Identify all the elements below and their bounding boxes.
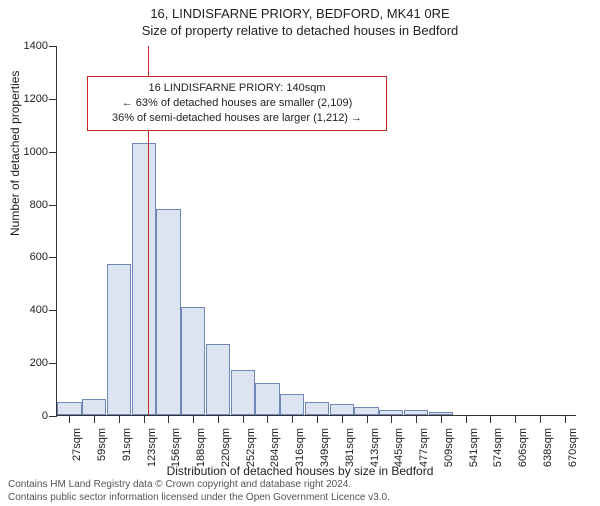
x-tick	[317, 415, 318, 423]
x-tick	[342, 415, 343, 423]
x-tick	[292, 415, 293, 423]
y-tick	[49, 416, 57, 417]
y-tick-label: 200	[8, 357, 48, 369]
x-tick-label: 284sqm	[269, 428, 281, 468]
y-tick	[49, 257, 57, 258]
histogram-bar	[255, 383, 279, 415]
attribution-footer: Contains HM Land Registry data © Crown c…	[8, 479, 390, 504]
y-tick	[49, 310, 57, 311]
x-tick-label: 252sqm	[245, 428, 257, 468]
histogram-bar	[181, 307, 205, 415]
y-tick-label: 1400	[8, 40, 48, 52]
histogram-bar	[57, 402, 81, 415]
histogram-bar	[354, 407, 378, 415]
chart-area: 020040060080010001200140027sqm59sqm91sqm…	[56, 46, 576, 416]
x-tick-label: 477sqm	[418, 428, 430, 468]
x-tick-label: 59sqm	[96, 428, 108, 468]
histogram-bar	[82, 399, 106, 415]
x-tick	[490, 415, 491, 423]
x-tick-label: 220sqm	[220, 428, 232, 468]
x-tick-label: 413sqm	[369, 428, 381, 468]
x-tick	[119, 415, 120, 423]
callout-line: ← 63% of detached houses are smaller (2,…	[96, 96, 378, 111]
x-tick	[243, 415, 244, 423]
x-tick-label: 670sqm	[567, 428, 579, 468]
histogram-bar	[280, 394, 304, 415]
x-tick	[515, 415, 516, 423]
x-tick	[267, 415, 268, 423]
x-tick-label: 156sqm	[170, 428, 182, 468]
x-tick-label: 188sqm	[195, 428, 207, 468]
histogram-bar	[231, 370, 255, 415]
y-tick-label: 600	[8, 251, 48, 263]
y-tick	[49, 99, 57, 100]
y-tick	[49, 205, 57, 206]
histogram-bar	[156, 209, 180, 415]
x-tick	[416, 415, 417, 423]
x-tick-label: 638sqm	[542, 428, 554, 468]
x-tick	[94, 415, 95, 423]
x-tick	[193, 415, 194, 423]
x-tick-label: 606sqm	[517, 428, 529, 468]
footer-line-1: Contains HM Land Registry data © Crown c…	[8, 479, 390, 492]
chart-title-address: 16, LINDISFARNE PRIORY, BEDFORD, MK41 0R…	[0, 6, 600, 21]
x-tick	[441, 415, 442, 423]
callout-box: 16 LINDISFARNE PRIORY: 140sqm← 63% of de…	[87, 76, 387, 131]
x-tick	[168, 415, 169, 423]
x-tick-label: 349sqm	[319, 428, 331, 468]
y-tick-label: 1000	[8, 146, 48, 158]
y-tick	[49, 152, 57, 153]
x-tick-label: 541sqm	[468, 428, 480, 468]
x-tick	[218, 415, 219, 423]
x-tick-label: 509sqm	[443, 428, 455, 468]
x-axis-label: Distribution of detached houses by size …	[0, 464, 600, 478]
callout-line: 16 LINDISFARNE PRIORY: 140sqm	[96, 81, 378, 96]
histogram-bar	[132, 143, 156, 415]
y-tick-label: 1200	[8, 93, 48, 105]
plot-area: 020040060080010001200140027sqm59sqm91sqm…	[56, 46, 576, 416]
y-tick	[49, 363, 57, 364]
x-tick-label: 316sqm	[294, 428, 306, 468]
x-tick	[466, 415, 467, 423]
x-tick-label: 123sqm	[146, 428, 158, 468]
callout-line: 36% of semi-detached houses are larger (…	[96, 111, 378, 126]
x-tick-label: 91sqm	[121, 428, 133, 468]
x-tick-label: 574sqm	[492, 428, 504, 468]
y-tick	[49, 46, 57, 47]
y-tick-label: 0	[8, 410, 48, 422]
x-tick	[565, 415, 566, 423]
histogram-bar	[305, 402, 329, 415]
histogram-bar	[330, 404, 354, 415]
footer-line-2: Contains public sector information licen…	[8, 492, 390, 505]
histogram-bar	[107, 264, 131, 415]
x-tick-label: 27sqm	[71, 428, 83, 468]
x-tick	[144, 415, 145, 423]
y-tick-label: 400	[8, 304, 48, 316]
chart-title-subtitle: Size of property relative to detached ho…	[0, 23, 600, 38]
y-tick-label: 800	[8, 199, 48, 211]
x-tick-label: 381sqm	[344, 428, 356, 468]
x-tick-label: 445sqm	[393, 428, 405, 468]
x-tick	[391, 415, 392, 423]
x-tick	[367, 415, 368, 423]
histogram-bar	[206, 344, 230, 415]
x-tick	[69, 415, 70, 423]
x-tick	[540, 415, 541, 423]
